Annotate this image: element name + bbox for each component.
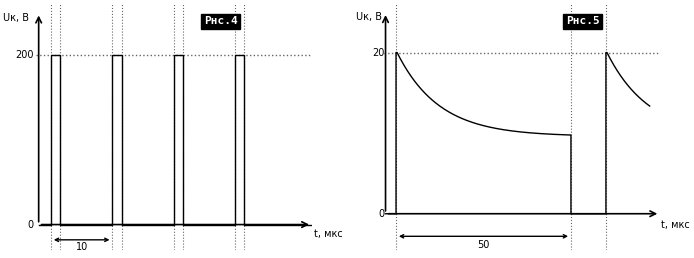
Text: 50: 50 <box>477 240 490 250</box>
Text: 20: 20 <box>372 47 384 58</box>
Text: 200: 200 <box>15 50 34 60</box>
Text: t, мкс: t, мкс <box>661 220 690 230</box>
Text: 0: 0 <box>378 209 384 219</box>
Text: Рнс.5: Рнс.5 <box>566 17 600 27</box>
Text: Рнс.4: Рнс.4 <box>204 17 237 27</box>
Text: 10: 10 <box>76 242 87 252</box>
Text: Uк, В: Uк, В <box>356 12 382 22</box>
Text: 0: 0 <box>28 220 34 230</box>
Text: t, мкс: t, мкс <box>314 229 343 239</box>
Text: Uк, В: Uк, В <box>3 13 29 23</box>
